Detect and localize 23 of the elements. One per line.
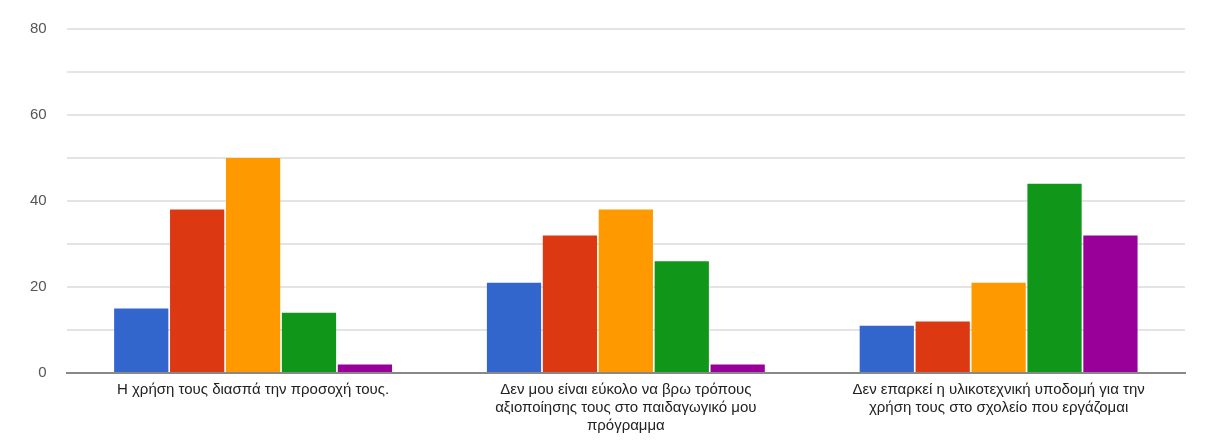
bar [225,158,281,372]
bar [971,282,1026,372]
bar [710,364,765,372]
y-tick-label: 60 [30,105,47,123]
y-tick-label: 20 [30,277,47,295]
x-tick-label: Δεν μου είναι εύκολο να βρω τρόπους αξιοποίησης τους στο παιδαγωγικό μου πρόγραμμα [495,380,757,434]
bar [654,261,709,372]
bar [170,209,225,372]
bar [486,282,542,372]
bar [1027,183,1082,372]
y-tick-label: 0 [38,363,47,381]
bar [915,321,970,372]
bar [859,325,914,372]
x-tick-label: Δεν επαρκεί η υλικοτεχνική υποδομή για την χρήση τους στο σχολείο που εργάζομαι [852,380,1145,416]
bar [337,364,393,372]
bar [114,308,169,372]
y-tick-label: 40 [30,191,47,209]
bar [598,209,653,372]
bar [1083,235,1138,372]
bar [542,235,598,372]
y-tick-label: 80 [30,19,47,37]
x-tick-label: Η χρήση τους διασπά την προσοχή τους. [116,380,390,398]
bar [281,312,337,372]
